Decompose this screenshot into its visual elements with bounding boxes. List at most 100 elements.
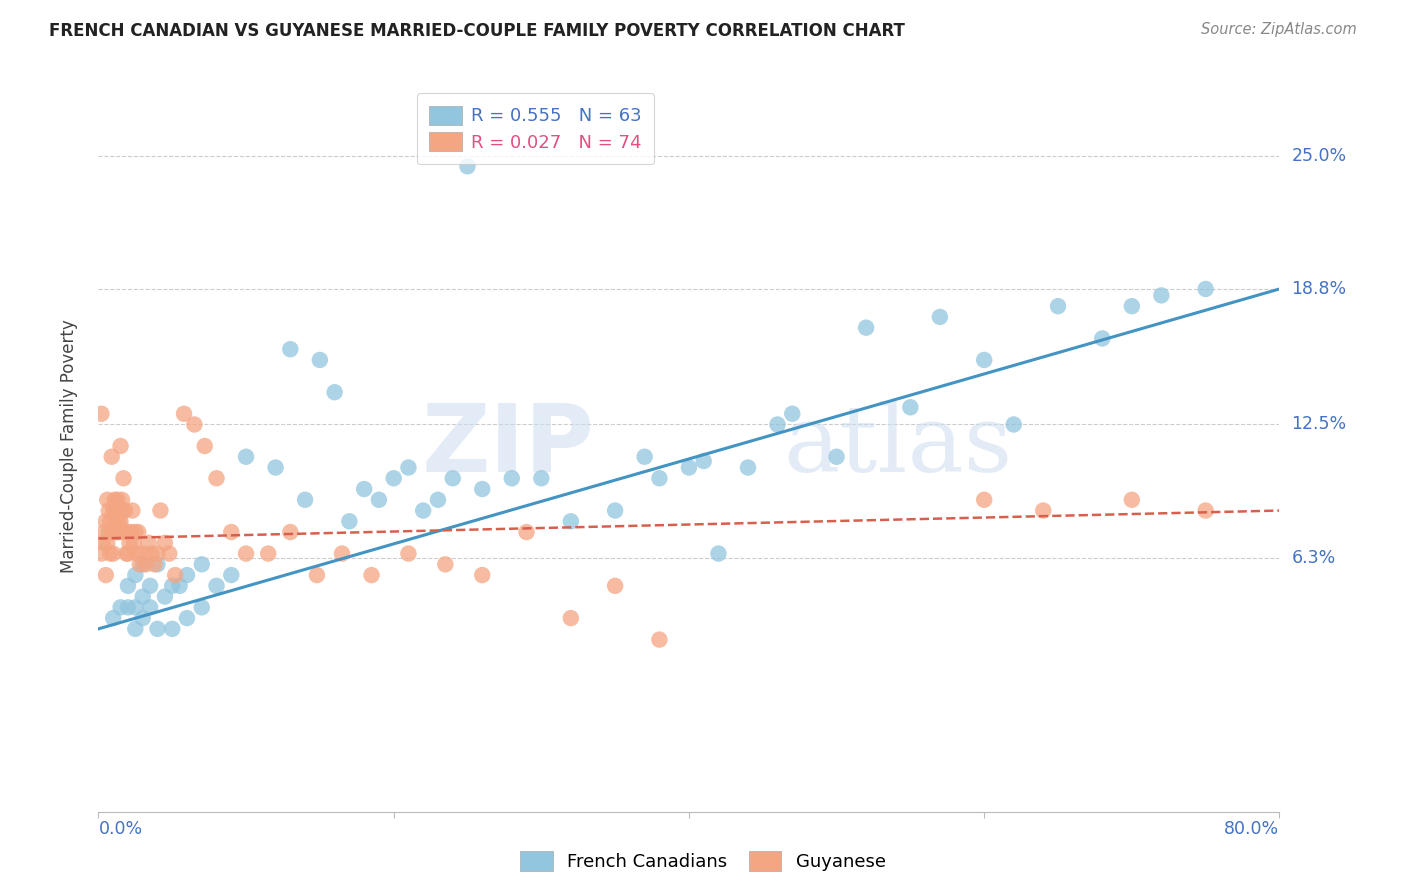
- Point: [323, 385, 346, 400]
- Point: [398, 547, 420, 561]
- Point: [94, 514, 117, 528]
- Point: [782, 407, 804, 421]
- Point: [235, 547, 257, 561]
- Point: [146, 622, 169, 636]
- Point: [900, 401, 922, 415]
- Point: [97, 503, 120, 517]
- Point: [280, 524, 302, 539]
- Point: [96, 492, 118, 507]
- Text: 25.0%: 25.0%: [1291, 146, 1347, 165]
- Point: [501, 471, 523, 485]
- Point: [280, 342, 302, 356]
- Point: [124, 600, 146, 615]
- Point: [471, 482, 494, 496]
- Point: [205, 471, 228, 485]
- Point: [973, 353, 995, 368]
- Point: [648, 471, 671, 485]
- Point: [205, 579, 228, 593]
- Y-axis label: Married-Couple Family Poverty: Married-Couple Family Poverty: [59, 319, 77, 573]
- Point: [110, 514, 132, 528]
- Point: [157, 547, 180, 561]
- Point: [97, 524, 120, 539]
- Point: [825, 450, 848, 464]
- Point: [115, 547, 138, 561]
- Point: [1002, 417, 1025, 432]
- Point: [118, 536, 141, 550]
- Point: [257, 547, 280, 561]
- Point: [104, 524, 127, 539]
- Point: [1150, 288, 1173, 302]
- Point: [132, 590, 155, 604]
- Point: [560, 514, 582, 528]
- Point: [103, 503, 125, 517]
- Point: [305, 568, 328, 582]
- Point: [132, 547, 155, 561]
- Point: [93, 524, 115, 539]
- Point: [648, 632, 671, 647]
- Point: [107, 492, 129, 507]
- Point: [360, 568, 382, 582]
- Point: [91, 536, 114, 550]
- Point: [294, 492, 316, 507]
- Point: [105, 503, 128, 517]
- Point: [855, 320, 877, 334]
- Point: [412, 503, 434, 517]
- Point: [108, 514, 131, 528]
- Point: [117, 524, 139, 539]
- Point: [634, 450, 657, 464]
- Point: [112, 471, 135, 485]
- Point: [114, 503, 136, 517]
- Legend: R = 0.555   N = 63, R = 0.027   N = 74: R = 0.555 N = 63, R = 0.027 N = 74: [416, 93, 654, 164]
- Point: [153, 590, 176, 604]
- Text: FRENCH CANADIAN VS GUYANESE MARRIED-COUPLE FAMILY POVERTY CORRELATION CHART: FRENCH CANADIAN VS GUYANESE MARRIED-COUP…: [49, 22, 905, 40]
- Point: [108, 524, 131, 539]
- Point: [560, 611, 582, 625]
- Point: [530, 471, 553, 485]
- Point: [111, 503, 134, 517]
- Point: [441, 471, 464, 485]
- Point: [132, 611, 155, 625]
- Text: atlas: atlas: [783, 401, 1012, 491]
- Point: [707, 547, 730, 561]
- Point: [104, 492, 127, 507]
- Text: 12.5%: 12.5%: [1291, 416, 1347, 434]
- Point: [973, 492, 995, 507]
- Point: [153, 536, 176, 550]
- Point: [766, 417, 789, 432]
- Point: [1046, 299, 1070, 313]
- Point: [398, 460, 420, 475]
- Text: 18.8%: 18.8%: [1291, 280, 1347, 298]
- Point: [124, 568, 146, 582]
- Point: [146, 547, 169, 561]
- Point: [183, 417, 205, 432]
- Point: [929, 310, 952, 324]
- Point: [165, 568, 187, 582]
- Point: [125, 547, 148, 561]
- Point: [100, 524, 122, 539]
- Point: [471, 568, 494, 582]
- Point: [191, 600, 214, 615]
- Point: [678, 460, 700, 475]
- Point: [382, 471, 405, 485]
- Point: [120, 524, 142, 539]
- Point: [176, 611, 198, 625]
- Point: [173, 407, 195, 421]
- Point: [138, 536, 160, 550]
- Point: [94, 568, 117, 582]
- Point: [132, 558, 155, 572]
- Point: [309, 353, 332, 368]
- Point: [117, 547, 139, 561]
- Point: [103, 611, 125, 625]
- Point: [1032, 503, 1054, 517]
- Text: 6.3%: 6.3%: [1291, 549, 1336, 567]
- Point: [149, 503, 172, 517]
- Point: [90, 407, 112, 421]
- Point: [169, 579, 191, 593]
- Point: [434, 558, 457, 572]
- Point: [605, 579, 627, 593]
- Point: [90, 547, 112, 561]
- Point: [121, 503, 143, 517]
- Point: [516, 524, 538, 539]
- Point: [176, 568, 198, 582]
- Point: [139, 600, 162, 615]
